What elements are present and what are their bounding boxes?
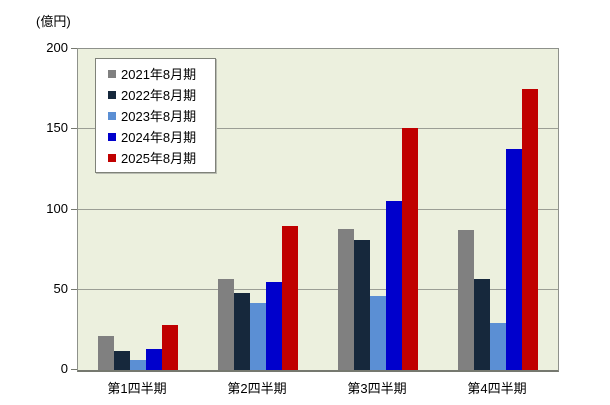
bar: [218, 278, 234, 370]
x-category-label: 第3四半期: [347, 381, 407, 396]
bar: [458, 230, 474, 370]
legend-marker-icon: [108, 111, 116, 120]
y-tick-label: 50: [53, 280, 68, 296]
bar: [354, 240, 370, 370]
legend-label: 2023年8月期: [121, 109, 197, 124]
legend-marker-icon: [108, 132, 116, 141]
legend-label: 2025年8月期: [121, 151, 197, 166]
bar: [266, 281, 282, 370]
y-tick-mark: [71, 48, 77, 49]
gridline: [78, 288, 558, 290]
bar-group: [318, 49, 438, 370]
bar: [282, 225, 298, 370]
y-tick-mark: [71, 288, 77, 290]
x-category-label: 第4四半期: [467, 381, 527, 396]
legend: 2021年8月期 2022年8月期 2023年8月期 2024年8月期 2025年8月期: [95, 58, 216, 173]
legend-marker-icon: [108, 90, 116, 99]
legend-item: 2021年8月期: [108, 64, 215, 83]
legend-marker-icon: [108, 153, 116, 162]
legend-item: 2022年8月期: [108, 85, 215, 104]
bar: [490, 323, 506, 370]
plot-area: [77, 48, 559, 372]
y-tick-label: 200: [46, 40, 68, 55]
bar-group: [78, 49, 198, 370]
y-tick-label: 150: [46, 120, 68, 136]
x-category-label: 第1四半期: [107, 381, 167, 396]
y-tick-mark: [71, 128, 77, 130]
bar: [522, 89, 538, 370]
bar: [474, 278, 490, 370]
y-tick-label: 100: [46, 200, 68, 216]
y-tick-label: 0: [60, 361, 68, 376]
bar: [162, 325, 178, 370]
legend-label: 2022年8月期: [121, 88, 197, 103]
bar: [146, 349, 162, 370]
bar: [402, 127, 418, 370]
legend-marker-icon: [108, 69, 116, 78]
gridline: [78, 128, 558, 130]
y-tick-mark: [71, 208, 77, 210]
gridline: [78, 208, 558, 210]
bar-group: [198, 49, 318, 370]
legend-label: 2021年8月期: [121, 67, 197, 82]
bar: [98, 336, 114, 370]
bar-group: [438, 49, 558, 370]
bar: [130, 360, 146, 370]
bar: [386, 201, 402, 370]
legend-item: 2023年8月期: [108, 106, 215, 125]
legend-item: 2024年8月期: [108, 127, 215, 146]
bar: [250, 302, 266, 370]
y-axis-unit-label: (億円): [36, 14, 71, 29]
bar: [338, 228, 354, 370]
bar: [370, 296, 386, 370]
bar: [234, 292, 250, 370]
legend-label: 2024年8月期: [121, 130, 197, 145]
legend-item: 2025年8月期: [108, 148, 215, 167]
x-category-label: 第2四半期: [227, 381, 287, 396]
bar: [506, 148, 522, 370]
y-tick-mark: [71, 369, 77, 370]
bar: [114, 350, 130, 370]
